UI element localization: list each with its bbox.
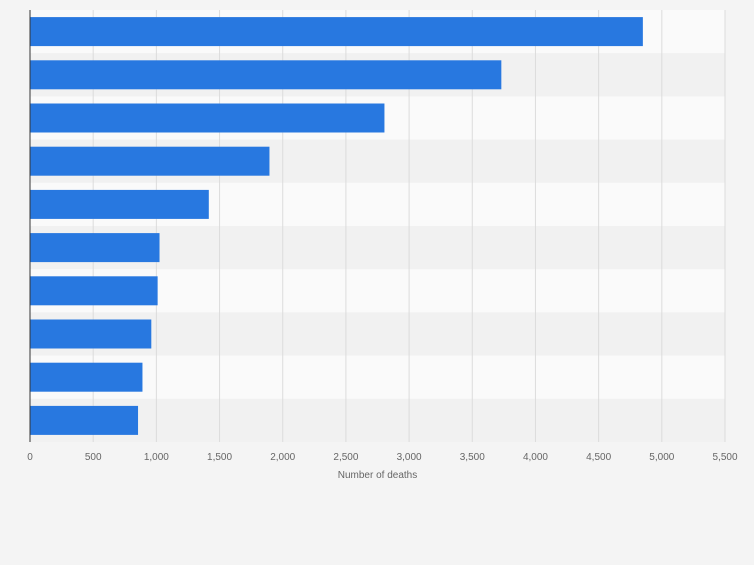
x-tick-label: 0 bbox=[27, 452, 33, 463]
x-tick-label: 4,000 bbox=[523, 452, 548, 463]
bar[interactable] bbox=[30, 60, 502, 90]
row-band bbox=[30, 355, 725, 399]
x-tick-labels: 0 500 1,000 1,500 2,000 2,500 3,000 3,500 4,000 4… bbox=[27, 452, 738, 463]
bar[interactable] bbox=[30, 233, 160, 263]
bar[interactable] bbox=[30, 17, 643, 47]
x-tick-label: 3,000 bbox=[397, 452, 422, 463]
bar[interactable] bbox=[30, 189, 209, 219]
x-tick-label: 2,500 bbox=[333, 452, 358, 463]
x-tick-label: 4,500 bbox=[586, 452, 611, 463]
row-band bbox=[30, 398, 725, 442]
x-axis-title: Number of deaths bbox=[338, 470, 418, 481]
bar[interactable] bbox=[30, 146, 270, 176]
bar[interactable] bbox=[30, 276, 158, 306]
bar[interactable] bbox=[30, 405, 139, 435]
x-tick-label: 2,000 bbox=[270, 452, 295, 463]
bar[interactable] bbox=[30, 103, 385, 133]
x-tick-label: 1,500 bbox=[207, 452, 232, 463]
x-tick-label: 5,500 bbox=[712, 452, 737, 463]
x-tick-label: 500 bbox=[85, 452, 102, 463]
x-tick-label: 5,000 bbox=[649, 452, 674, 463]
bars bbox=[30, 17, 643, 435]
bar[interactable] bbox=[30, 319, 152, 349]
x-tick-label: 3,500 bbox=[460, 452, 485, 463]
bar[interactable] bbox=[30, 362, 143, 392]
x-tick-label: 1,000 bbox=[144, 452, 169, 463]
